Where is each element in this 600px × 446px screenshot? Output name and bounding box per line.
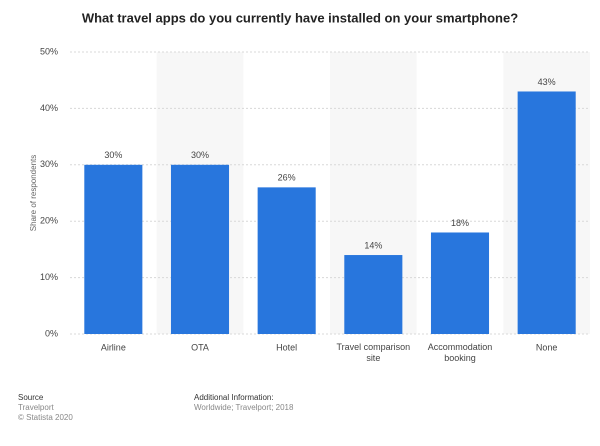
x-tick-label: OTA	[191, 342, 209, 352]
info-heading: Additional Information:	[194, 393, 274, 402]
bar	[344, 255, 403, 334]
value-label: 43%	[538, 77, 556, 87]
bar	[430, 232, 490, 334]
value-label: 14%	[364, 240, 382, 250]
x-tick-label: Hotel	[276, 342, 297, 352]
y-tick-label: 30%	[40, 159, 58, 169]
y-tick-label: 40%	[40, 103, 58, 113]
y-tick-label: 0%	[45, 328, 58, 338]
value-label: 30%	[191, 150, 209, 160]
bar	[84, 164, 143, 334]
x-tick-label: Airline	[101, 342, 126, 352]
value-label: 18%	[451, 218, 469, 228]
value-label: 26%	[278, 173, 296, 183]
bar	[170, 164, 230, 334]
y-axis-label: Share of respondents	[29, 155, 38, 232]
y-tick-label: 10%	[40, 272, 58, 282]
info: Worldwide; Travelport; 2018	[194, 403, 294, 412]
bar	[257, 187, 316, 334]
y-tick-label: 20%	[40, 216, 58, 226]
y-tick-label: 50%	[40, 46, 58, 56]
source-heading: Source	[18, 393, 44, 402]
x-tick-label: Accommodation booking	[428, 342, 493, 363]
value-label: 30%	[104, 150, 122, 160]
chart-title: What travel apps do you currently have i…	[82, 10, 518, 25]
x-tick-label: Travel comparison site	[336, 342, 410, 363]
source: Travelport	[18, 403, 54, 412]
copyright: © Statista 2020	[18, 413, 73, 422]
bar	[517, 91, 576, 334]
x-tick-label: None	[536, 342, 558, 352]
